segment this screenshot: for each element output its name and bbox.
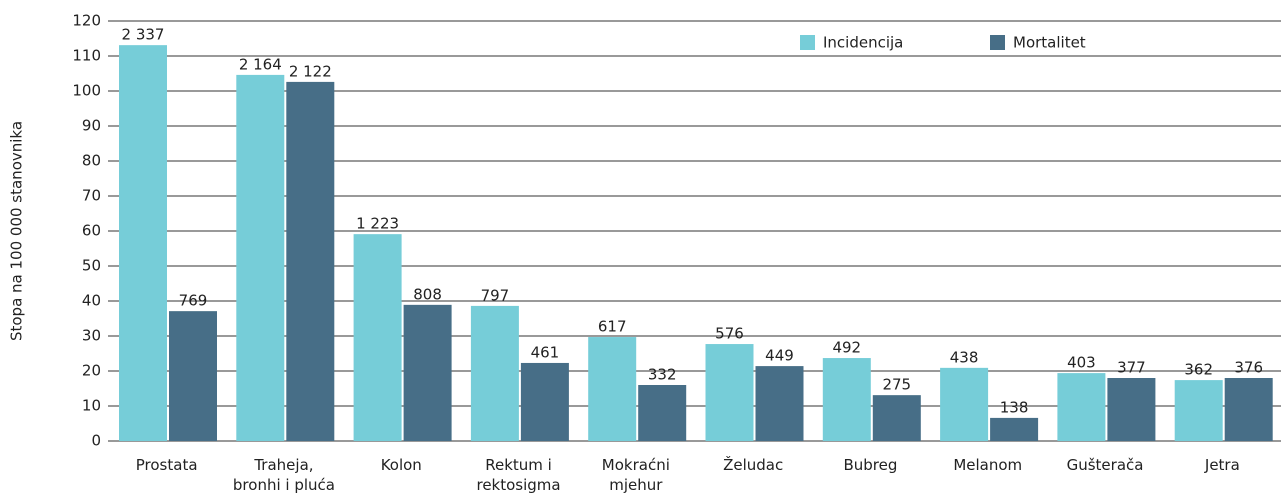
data-label: 449: [765, 347, 794, 365]
x-tick-label: Jetra: [1204, 456, 1240, 474]
x-tick-label: Melanom: [953, 456, 1022, 474]
y-tick-label: 60: [82, 222, 101, 240]
data-label: 2 337: [122, 26, 165, 44]
y-tick-label: 0: [91, 432, 101, 450]
legend-swatch: [990, 35, 1005, 50]
data-label: 797: [481, 286, 510, 304]
legend-swatch: [800, 35, 815, 50]
y-tick-label: 10: [82, 397, 101, 415]
data-label: 438: [950, 348, 979, 366]
y-tick-label: 20: [82, 362, 101, 380]
y-tick-label: 40: [82, 292, 101, 310]
bar: [638, 385, 687, 441]
data-label: 617: [598, 318, 627, 336]
x-tick-label: Želudac: [723, 455, 783, 474]
data-label: 2 122: [289, 62, 332, 80]
x-tick-label-line: rektosigma: [476, 476, 560, 494]
y-axis-label: Stopa na 100 000 stanovnika: [8, 121, 26, 341]
bar: [520, 362, 569, 441]
bar: [872, 395, 921, 441]
x-tick-label-line: Jetra: [1204, 456, 1240, 474]
bar: [1057, 373, 1106, 441]
y-tick-label: 120: [72, 12, 101, 30]
bar: [169, 311, 217, 441]
y-tick-label: 30: [82, 327, 101, 345]
y-tick-label: 70: [82, 187, 101, 205]
data-label: 461: [531, 343, 560, 361]
x-tick-label-line: Želudac: [723, 455, 783, 474]
data-label: 332: [648, 366, 677, 384]
data-label: 808: [413, 285, 442, 303]
bar: [822, 358, 871, 441]
bar: [286, 81, 335, 442]
legend-label: Mortalitet: [1013, 34, 1086, 52]
bar: [1224, 378, 1273, 441]
y-tick-label: 80: [82, 152, 101, 170]
x-tick-label-line: Gušterača: [1067, 456, 1144, 474]
x-tick-label-line: Kolon: [381, 456, 422, 474]
bar: [119, 45, 167, 442]
x-tick-label-line: Prostata: [136, 456, 198, 474]
bar: [403, 304, 452, 441]
bar: [236, 74, 285, 442]
x-tick-label-line: Melanom: [953, 456, 1022, 474]
data-label: 376: [1234, 359, 1263, 377]
x-tick-label: Gušterača: [1067, 456, 1144, 474]
bar: [755, 366, 804, 441]
bar: [470, 305, 519, 441]
data-label: 403: [1067, 354, 1096, 372]
data-label: 769: [179, 292, 208, 310]
data-label: 576: [715, 325, 744, 343]
bar: [353, 234, 402, 441]
x-tick-label-line: Rektum i: [485, 456, 552, 474]
data-label: 2 164: [239, 55, 282, 73]
x-tick-label-line: bronhi i pluća: [233, 476, 335, 494]
x-tick-label: Traheja, bronhi i pluća: [233, 456, 335, 494]
x-tick-label-line: Bubreg: [843, 456, 897, 474]
x-tick-label: Bubreg: [843, 456, 897, 474]
bar: [940, 367, 989, 441]
data-label: 138: [1000, 398, 1029, 416]
x-tick-label: Rektum i rektosigma: [476, 456, 560, 494]
data-label: 377: [1117, 359, 1146, 377]
x-tick-label: Mokraćni mjehur: [602, 456, 670, 494]
y-tick-label: 50: [82, 257, 101, 275]
bar: [990, 417, 1039, 441]
x-tick-label: Prostata: [136, 456, 198, 474]
data-label: 1 223: [356, 215, 399, 233]
bar: [1107, 378, 1156, 441]
bar: [705, 344, 754, 441]
x-tick-label-line: Mokraćni: [602, 456, 670, 474]
x-tick-label-line: mjehur: [609, 476, 663, 494]
x-tick-label: Kolon: [381, 456, 422, 474]
legend-label: Incidencija: [823, 34, 903, 52]
y-tick-label: 110: [72, 47, 101, 65]
bar: [1174, 380, 1223, 441]
bar: [588, 337, 637, 441]
y-tick-label: 100: [72, 82, 101, 100]
data-label: 492: [832, 339, 861, 357]
x-tick-label-line: Traheja,: [253, 456, 313, 474]
data-label: 362: [1184, 361, 1213, 379]
data-label: 275: [882, 376, 911, 394]
y-tick-label: 90: [82, 117, 101, 135]
